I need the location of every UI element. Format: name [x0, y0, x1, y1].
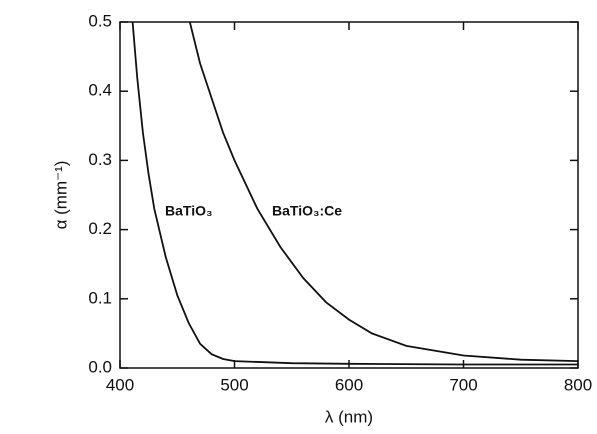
curve	[131, 21, 578, 366]
y-tick-label: 0.4	[88, 81, 112, 100]
x-tick-label: 500	[220, 375, 248, 394]
curve-label: BaTiO₃	[165, 203, 212, 219]
curve-label: BaTiO₃:Ce	[272, 203, 342, 219]
x-axis-label: λ (nm)	[325, 407, 373, 426]
x-tick-label: 700	[449, 375, 477, 394]
x-tick-label: 400	[106, 375, 134, 394]
y-tick-label: 0.3	[88, 150, 112, 169]
x-tick-label: 600	[335, 375, 363, 394]
y-tick-label: 0.1	[88, 288, 112, 307]
y-tick-label: 0.5	[88, 11, 112, 30]
curve	[188, 21, 579, 362]
y-tick-label: 0.2	[88, 219, 112, 238]
y-tick-label: 0.0	[88, 357, 112, 376]
y-axis-label: α (mm⁻¹)	[51, 161, 70, 230]
plot-frame	[119, 21, 579, 369]
x-tick-label: 800	[564, 375, 592, 394]
